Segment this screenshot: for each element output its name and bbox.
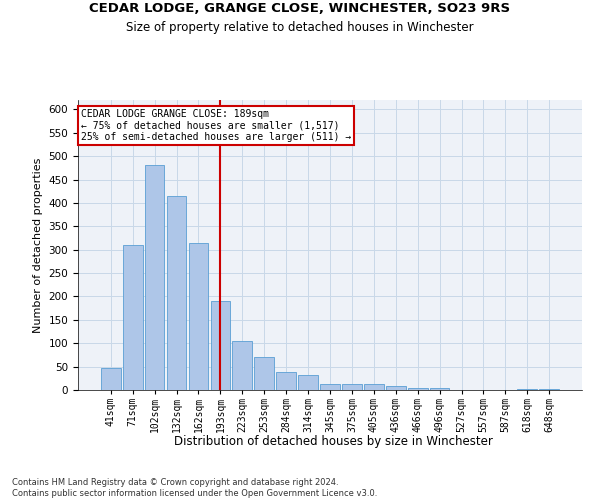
Bar bbox=[364, 384, 384, 390]
Bar bbox=[101, 368, 121, 390]
Bar bbox=[430, 388, 449, 390]
Bar bbox=[123, 244, 143, 390]
Text: CEDAR LODGE GRANGE CLOSE: 189sqm
← 75% of detached houses are smaller (1,517)
25: CEDAR LODGE GRANGE CLOSE: 189sqm ← 75% o… bbox=[80, 108, 351, 142]
Bar bbox=[254, 358, 274, 390]
Bar bbox=[298, 375, 318, 390]
Bar bbox=[188, 242, 208, 390]
Text: Size of property relative to detached houses in Winchester: Size of property relative to detached ho… bbox=[126, 21, 474, 34]
Text: Distribution of detached houses by size in Winchester: Distribution of detached houses by size … bbox=[173, 435, 493, 448]
Bar bbox=[276, 372, 296, 390]
Y-axis label: Number of detached properties: Number of detached properties bbox=[33, 158, 43, 332]
Bar bbox=[320, 384, 340, 390]
Bar bbox=[145, 166, 164, 390]
Bar bbox=[386, 386, 406, 390]
Text: CEDAR LODGE, GRANGE CLOSE, WINCHESTER, SO23 9RS: CEDAR LODGE, GRANGE CLOSE, WINCHESTER, S… bbox=[89, 2, 511, 16]
Bar bbox=[167, 196, 187, 390]
Bar bbox=[517, 388, 537, 390]
Bar bbox=[232, 341, 252, 390]
Bar bbox=[539, 388, 559, 390]
Bar bbox=[342, 384, 362, 390]
Bar bbox=[211, 301, 230, 390]
Bar bbox=[408, 388, 428, 390]
Text: Contains HM Land Registry data © Crown copyright and database right 2024.
Contai: Contains HM Land Registry data © Crown c… bbox=[12, 478, 377, 498]
